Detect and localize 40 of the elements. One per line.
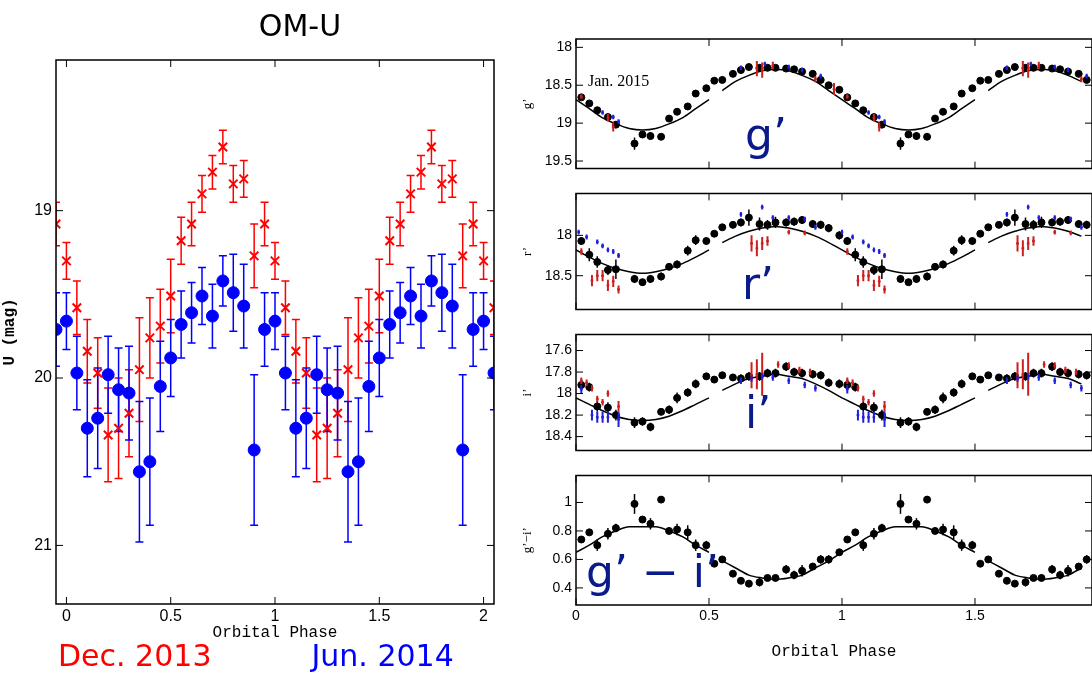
y-tick-label: 19: [34, 201, 53, 219]
y-tick-label: 0.8: [552, 521, 573, 538]
annotation: Jan. 2015: [588, 72, 650, 89]
y-tick-label: 18.2: [544, 405, 573, 422]
y-tick-label: 18.5: [544, 76, 573, 93]
x-tick-label: 1.5: [368, 607, 391, 625]
text: Dec. 2013: [58, 638, 212, 673]
y-tick-label: 18: [556, 38, 573, 55]
y-tick-label: 17.8: [544, 362, 573, 379]
y-tick-label: 21: [34, 535, 53, 553]
annotation: g’: [745, 109, 787, 160]
annotation: i’: [745, 387, 772, 438]
y-tick-label: 0.4: [552, 578, 573, 595]
y-tick-label: 1: [564, 493, 573, 510]
y-tick-label: 19.5: [544, 151, 573, 168]
y-tick-label: 18: [556, 384, 573, 401]
y-axis-title: U (mag): [0, 298, 19, 366]
x-tick-label: 0: [61, 607, 71, 625]
y-tick-label: 17.6: [544, 341, 573, 358]
chart-title: OM-U: [257, 8, 343, 43]
x-tick-label: 0: [572, 607, 581, 624]
y-axis-title: g’: [519, 98, 535, 110]
y-tick-label: 20: [34, 368, 53, 386]
annotation: g’ − i’: [586, 546, 719, 597]
y-tick-label: 19: [556, 113, 573, 130]
y-tick-label: 18: [556, 226, 573, 243]
y-tick-label: 18.5: [544, 266, 573, 283]
x-tick-label: 2: [479, 607, 489, 625]
x-tick-label: 0.5: [159, 607, 182, 625]
y-axis-title: r’: [519, 246, 535, 257]
x-tick-label: 1.5: [965, 607, 985, 624]
x-tick-label: 0.5: [699, 607, 719, 624]
x-axis-title: Orbital Phase: [771, 642, 897, 661]
y-axis-title: g’−i’: [519, 527, 535, 554]
annotation: r’: [742, 258, 775, 309]
y-tick-label: 18.4: [544, 427, 573, 444]
y-axis-title: i’: [519, 388, 535, 397]
y-tick-label: 0.6: [552, 550, 573, 567]
x-tick-label: 1: [270, 607, 280, 625]
x-tick-label: 1: [838, 607, 847, 624]
